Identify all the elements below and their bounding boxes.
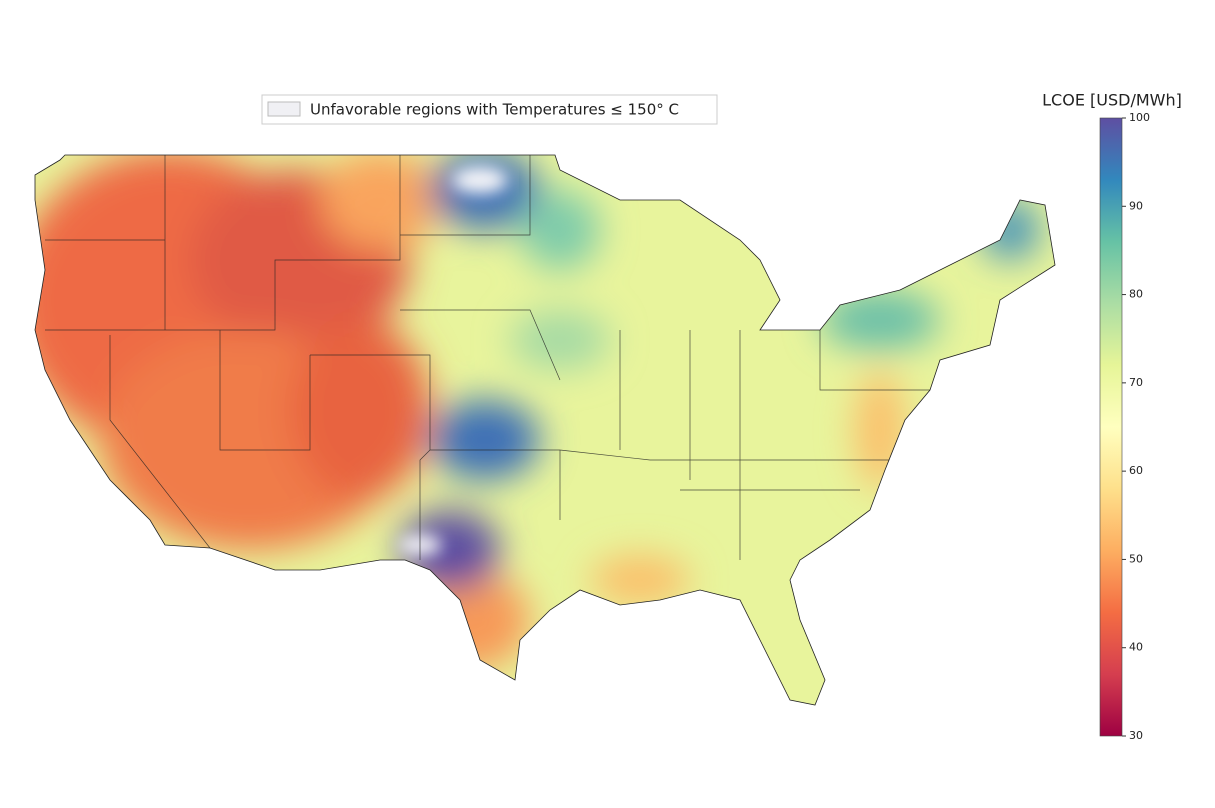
tick-label: 90 bbox=[1129, 199, 1143, 212]
colorbar-title: LCOE [USD/MWh] bbox=[1042, 91, 1182, 110]
tick-label: 80 bbox=[1129, 288, 1143, 301]
tick-label: 50 bbox=[1129, 552, 1143, 565]
map-surface bbox=[35, 155, 1055, 705]
colorbar-ticks: 30 40 50 60 70 80 90 100 bbox=[1122, 111, 1150, 742]
tick-label: 100 bbox=[1129, 111, 1150, 124]
colorbar bbox=[1099, 117, 1123, 737]
legend-box bbox=[261, 94, 718, 125]
legend-label: Unfavorable regions with Temperatures ≤ … bbox=[310, 101, 679, 119]
legend: Unfavorable regions with Temperatures ≤ … bbox=[261, 94, 718, 125]
legend-swatch bbox=[267, 101, 301, 117]
tick-label: 30 bbox=[1129, 729, 1143, 742]
tick-label: 40 bbox=[1129, 641, 1143, 654]
tick-label: 60 bbox=[1129, 464, 1143, 477]
tick-label: 70 bbox=[1129, 376, 1143, 389]
